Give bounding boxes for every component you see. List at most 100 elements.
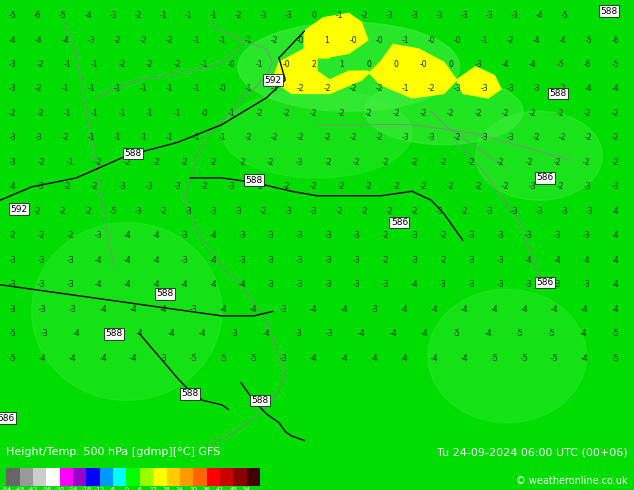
Text: -1: -1 [63,60,71,69]
Text: -0: -0 [420,60,427,69]
Bar [46,468,60,487]
Text: -4: -4 [370,354,378,363]
Text: -4: -4 [124,231,131,240]
Bar [6,468,20,487]
Text: -4: -4 [611,231,619,240]
Text: -2: -2 [559,133,566,143]
Text: -2: -2 [501,109,509,118]
Text: -3: -3 [295,158,303,167]
Text: -2: -2 [360,207,368,216]
Text: -2: -2 [501,182,509,192]
Ellipse shape [32,222,222,400]
Text: -3: -3 [39,305,47,314]
Text: -2: -2 [337,182,345,192]
Text: -2: -2 [124,158,131,167]
Text: -3: -3 [326,329,333,338]
Text: -3: -3 [95,231,103,240]
Text: -2: -2 [63,182,71,192]
Text: -3: -3 [474,60,482,69]
Text: -3: -3 [285,207,292,216]
Text: -2: -2 [382,231,389,240]
Bar [140,468,153,487]
Text: -54: -54 [1,487,11,490]
Text: -1: -1 [173,109,181,118]
Text: -2: -2 [554,158,561,167]
Polygon shape [304,13,368,58]
Text: -2: -2 [245,133,252,143]
Text: -2: -2 [349,84,357,94]
Text: -5: -5 [551,354,559,363]
Text: -4: -4 [611,207,619,216]
Text: 6: 6 [138,487,142,490]
Text: -2: -2 [173,60,181,69]
Text: -4: -4 [124,280,131,289]
Text: -4: -4 [460,354,469,363]
Text: -3: -3 [507,133,514,143]
Text: -1: -1 [184,11,192,20]
Text: -2: -2 [525,158,533,167]
Bar [60,468,73,487]
Text: -4: -4 [581,305,589,314]
Bar [233,468,247,487]
Text: -1: -1 [402,36,409,45]
Text: -3: -3 [554,280,562,289]
Text: -1: -1 [63,109,71,118]
Ellipse shape [222,89,412,178]
Text: -3: -3 [134,207,142,216]
Text: -4: -4 [583,256,590,265]
Text: -4: -4 [611,280,619,289]
Text: 42: 42 [216,487,224,490]
Text: -3: -3 [454,84,462,94]
Text: -4: -4 [69,354,77,363]
Text: -4: -4 [585,84,593,94]
Text: -4: -4 [421,329,429,338]
Text: -1: -1 [228,109,235,118]
Text: 588: 588 [549,89,567,98]
Text: -4: -4 [559,36,566,45]
Text: -3: -3 [436,207,443,216]
Text: -2: -2 [297,133,304,143]
Text: -2: -2 [37,231,45,240]
Text: -2: -2 [585,133,593,143]
Text: -4: -4 [581,354,589,363]
Text: -3: -3 [468,256,476,265]
Bar [73,468,86,487]
Text: 12: 12 [149,487,157,490]
Text: 586: 586 [0,414,15,423]
Text: -1: -1 [67,158,74,167]
Text: -3: -3 [486,11,493,20]
Text: -5: -5 [557,60,564,69]
Text: 588: 588 [105,329,123,338]
Text: -5: -5 [611,354,619,363]
Text: -2: -2 [611,109,619,118]
Text: -2: -2 [559,84,566,94]
Text: -4: -4 [152,280,160,289]
Text: -3: -3 [295,231,303,240]
Text: -3: -3 [238,256,246,265]
Text: -2: -2 [271,36,278,45]
Text: -2: -2 [210,158,217,167]
Text: -4: -4 [533,36,540,45]
Text: -2: -2 [9,109,16,118]
Text: -4: -4 [95,256,103,265]
Text: 18: 18 [163,487,171,490]
Text: -3: -3 [486,207,493,216]
Text: 0: 0 [311,11,316,20]
Text: 592: 592 [264,75,281,85]
Text: -1: -1 [192,133,200,143]
Ellipse shape [476,111,602,200]
Text: -2: -2 [310,109,318,118]
Text: -4: -4 [310,305,318,314]
Text: -2: -2 [335,207,342,216]
Text: -4: -4 [129,354,137,363]
Text: -2: -2 [310,182,318,192]
Text: -4: -4 [400,305,408,314]
Text: -4: -4 [219,305,228,314]
Text: -2: -2 [283,109,290,118]
Text: -2: -2 [34,207,41,216]
Text: -2: -2 [200,182,208,192]
Bar [126,468,140,487]
Text: -3: -3 [525,280,533,289]
Text: -1: -1 [87,133,95,143]
Text: -4: -4 [484,329,492,338]
